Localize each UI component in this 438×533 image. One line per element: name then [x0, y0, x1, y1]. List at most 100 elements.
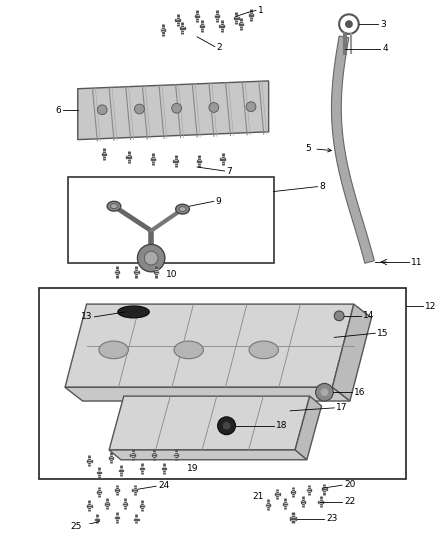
- Text: 8: 8: [320, 182, 325, 191]
- Text: 4: 4: [382, 44, 388, 53]
- Bar: [283, 503, 287, 505]
- Bar: [140, 505, 145, 507]
- Text: 9: 9: [216, 197, 222, 206]
- Polygon shape: [65, 387, 350, 401]
- Text: 22: 22: [344, 497, 355, 506]
- Polygon shape: [109, 450, 307, 460]
- Bar: [127, 156, 131, 158]
- Text: 15: 15: [377, 329, 389, 338]
- Polygon shape: [295, 396, 321, 460]
- Bar: [97, 491, 101, 493]
- Ellipse shape: [249, 341, 279, 359]
- Bar: [162, 468, 166, 470]
- Bar: [132, 489, 137, 491]
- Text: 5: 5: [306, 144, 332, 153]
- Bar: [318, 501, 323, 503]
- Bar: [290, 518, 296, 520]
- Text: 6: 6: [55, 106, 61, 115]
- Bar: [197, 160, 201, 162]
- Bar: [115, 489, 119, 491]
- Text: 3: 3: [380, 20, 386, 29]
- Polygon shape: [109, 396, 310, 450]
- Bar: [140, 468, 145, 470]
- Text: 2: 2: [217, 43, 223, 52]
- Bar: [301, 501, 305, 503]
- Bar: [123, 503, 127, 505]
- Circle shape: [138, 245, 165, 272]
- Text: 16: 16: [354, 387, 365, 397]
- Bar: [131, 454, 134, 456]
- Bar: [322, 488, 326, 490]
- Bar: [239, 23, 244, 25]
- Bar: [265, 504, 270, 506]
- Bar: [307, 489, 311, 491]
- Circle shape: [334, 311, 344, 321]
- Circle shape: [321, 389, 328, 396]
- Bar: [180, 27, 185, 29]
- Ellipse shape: [110, 204, 117, 208]
- Bar: [109, 457, 113, 459]
- Circle shape: [172, 103, 181, 113]
- Bar: [119, 470, 123, 471]
- Ellipse shape: [118, 306, 149, 318]
- Text: 7: 7: [226, 167, 232, 176]
- Bar: [134, 271, 139, 273]
- Text: 21: 21: [252, 492, 264, 502]
- Ellipse shape: [107, 201, 121, 211]
- Ellipse shape: [179, 207, 186, 212]
- Circle shape: [345, 20, 353, 28]
- Text: 10: 10: [166, 270, 177, 279]
- Bar: [39, 288, 406, 479]
- Bar: [152, 454, 156, 456]
- Bar: [95, 519, 99, 520]
- Polygon shape: [332, 304, 371, 401]
- Circle shape: [223, 422, 230, 430]
- Bar: [102, 154, 106, 155]
- Text: 25: 25: [70, 522, 81, 531]
- Bar: [173, 160, 178, 162]
- Text: 1: 1: [258, 6, 264, 15]
- Polygon shape: [78, 81, 268, 140]
- Text: 19: 19: [187, 464, 199, 473]
- Bar: [175, 19, 180, 21]
- Bar: [276, 493, 279, 495]
- Ellipse shape: [174, 341, 203, 359]
- Ellipse shape: [176, 204, 189, 214]
- Bar: [88, 460, 92, 462]
- Bar: [115, 516, 119, 519]
- Bar: [215, 15, 219, 17]
- Polygon shape: [332, 36, 374, 263]
- Circle shape: [246, 102, 256, 111]
- Circle shape: [316, 383, 333, 401]
- Bar: [105, 503, 109, 505]
- Bar: [97, 472, 101, 473]
- Bar: [220, 158, 225, 160]
- Text: 13: 13: [81, 312, 92, 321]
- Text: 17: 17: [336, 403, 348, 413]
- Bar: [134, 519, 138, 520]
- Bar: [88, 505, 92, 507]
- Ellipse shape: [99, 341, 128, 359]
- Circle shape: [144, 251, 158, 265]
- Text: 18: 18: [276, 421, 287, 430]
- Bar: [173, 454, 178, 456]
- Bar: [115, 271, 119, 273]
- Polygon shape: [65, 304, 354, 387]
- Bar: [219, 25, 224, 27]
- Circle shape: [97, 105, 107, 115]
- Bar: [161, 29, 165, 31]
- Bar: [200, 25, 205, 27]
- Text: 11: 11: [411, 257, 422, 266]
- Circle shape: [134, 104, 144, 114]
- Bar: [68, 177, 274, 263]
- Text: 24: 24: [158, 481, 169, 490]
- Text: 20: 20: [344, 480, 355, 489]
- Bar: [154, 271, 158, 273]
- Text: 23: 23: [326, 514, 338, 523]
- Bar: [249, 14, 253, 16]
- Circle shape: [209, 102, 219, 112]
- Bar: [195, 15, 199, 17]
- Bar: [234, 17, 239, 19]
- Bar: [291, 491, 295, 493]
- Text: 14: 14: [363, 311, 374, 320]
